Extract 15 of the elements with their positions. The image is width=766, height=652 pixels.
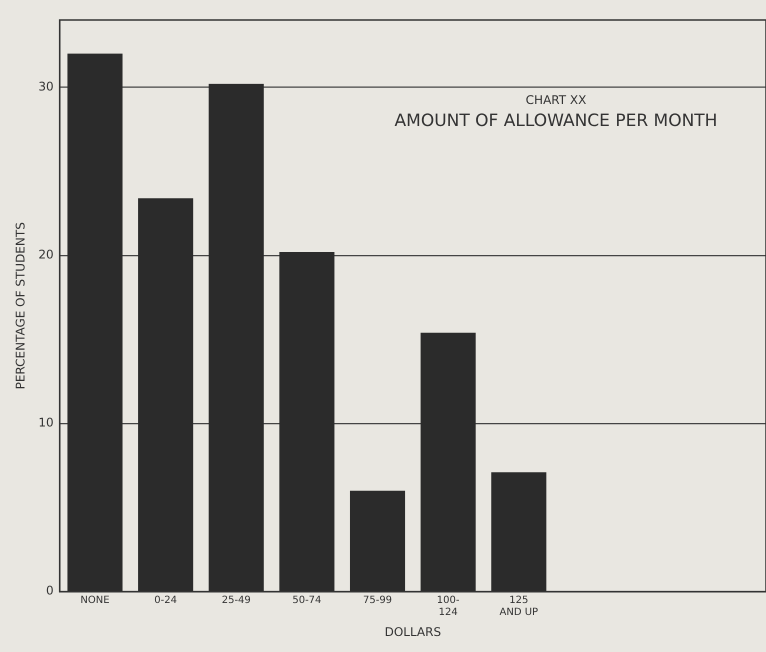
y-tick-label: 10 <box>38 416 54 430</box>
y-axis-title: PERCENTAGE OF STUDENTS <box>13 222 28 390</box>
text: AMOUNT OF ALLOWANCE PER MONTH <box>394 111 718 131</box>
x-tick-label: 50-74 <box>292 595 322 606</box>
text: CHART XX <box>526 93 586 107</box>
x-tick-label: 100-124 <box>436 595 460 618</box>
y-tick-label: 30 <box>38 79 54 94</box>
x-tick-label: 75-99 <box>362 595 392 606</box>
x-tick-label: 25-49 <box>222 595 251 606</box>
x-tick-label: 125 AND UP <box>500 595 538 618</box>
y-tick-label: 20 <box>38 247 54 262</box>
y-tick-label: 0 <box>46 584 54 598</box>
x-tick-label: NONE <box>80 595 110 606</box>
x-axis-title: DOLLARS <box>384 624 442 639</box>
x-tick-label: 0-24 <box>154 595 177 606</box>
